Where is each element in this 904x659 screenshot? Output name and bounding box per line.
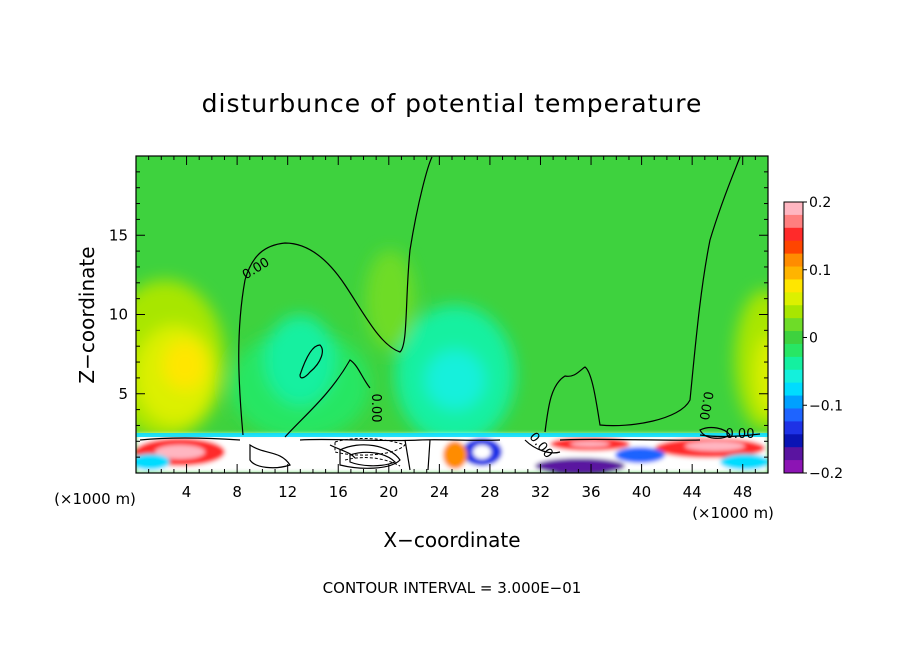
contour-cell-21 [404,439,411,471]
contour-cell-45 [699,426,731,439]
surface-cool-42 [615,447,665,463]
colorbar-tick-label: 0 [809,331,818,347]
surface-band-left-core [155,445,205,459]
contour-dashed [334,437,406,467]
colorbar-swatch [784,460,803,474]
colorbar-swatch [784,253,803,268]
contour-label: 0.00 [368,394,383,423]
surface-cool-34 [535,458,625,473]
x-tick-label: 40 [632,483,651,501]
chart-title: disturbunce of potential temperature [202,89,703,118]
colorbar-swatch [784,266,803,280]
x-tick-label: 36 [581,483,600,501]
colorbar-tick-label: 0.2 [809,195,831,211]
contour-zero-d [544,156,741,433]
plot-field: 0.00 0.00 0.00 0.00 0.00 [136,156,768,473]
surface-warm-46-core [685,441,745,451]
contour-zero-b [284,359,371,438]
contour-neg-a [334,437,406,456]
x-tick-label: 8 [232,483,242,501]
contour-zero-f [524,439,561,454]
colorbar-swatch [784,292,803,306]
colorbar-swatch [784,318,803,332]
surface-band-left-edge [136,454,170,470]
contour-surface-left [139,437,241,441]
colorbar: 0.2 0.1 0 −0.1 −0.2 [783,195,843,482]
colorbar-swatch [784,279,803,293]
field-left-warm-peak [163,340,207,390]
x-axis-unit-right: (×1000 m) [692,504,774,522]
x-tick-label: 28 [480,483,499,501]
x-tick-label: 44 [683,483,702,501]
colorbar-tick-label: 0.1 [809,263,831,279]
colorbar-tick-label: −0.1 [809,398,843,414]
field-mid-warm [365,250,415,350]
contour-interval-note: CONTOUR INTERVAL = 3.000E−01 [323,579,582,597]
x-tick-label: 12 [278,483,297,501]
contour-zero-c [299,344,323,379]
y-tick-label: 15 [109,226,128,244]
contour-zero-a [238,156,433,436]
contour-neg-b [344,457,401,467]
colorbar-swatch [784,305,803,319]
contour-cell-22 [427,439,431,471]
surface-cool-48 [720,454,768,470]
contour-lines [139,156,761,471]
surface-warm-26 [443,441,467,469]
contour-surface-mid [299,438,501,442]
colorbar-swatch [784,356,803,371]
colorbar-swatch [784,240,803,255]
surface-band-top [136,433,768,437]
x-tick-label: 24 [430,483,449,501]
colorbar-swatch [784,408,803,422]
x-tick-label: 16 [329,483,348,501]
colorbar-swatch [784,227,803,242]
contour-label: 0.00 [696,390,716,421]
colorbar-swatch [784,395,803,409]
colorbar-swatch [784,434,803,448]
field-cool-bubble-a [265,315,335,405]
y-tick-label: 5 [118,385,128,403]
x-tick-label: 4 [182,483,192,501]
colorbar-swatch [784,382,803,397]
contour-cell-20a [339,444,401,469]
colorbar-swatch [784,343,803,358]
x-axis: 4 8 12 16 20 24 28 32 36 40 44 48 [148,156,756,501]
contour-surface-right [559,438,701,441]
x-tick-label: 20 [379,483,398,501]
y-axis: 5 10 15 [109,171,768,458]
contour-cell-20b [349,451,397,467]
x-tick-label: 48 [733,483,752,501]
contour-cell-12 [249,443,291,469]
colorbar-swatch [784,214,803,229]
colorbar-swatch [784,202,803,216]
x-tick-label: 32 [531,483,550,501]
colorbar-swatch [784,421,803,435]
colorbar-swatch [784,447,803,461]
contour-label: 0.00 [726,427,755,442]
x-axis-label: X−coordinate [383,528,520,552]
surface-cool-28-core [473,445,491,459]
colorbar-swatch [784,331,803,345]
colorbar-swatch [784,369,803,384]
colorbar-tick-label: −0.2 [809,466,843,482]
x-axis-unit-left: (×1000 m) [54,490,136,508]
field-right-warm-core [755,335,768,415]
contour-cell-14 [329,444,356,459]
y-axis-label: Z−coordinate [75,246,99,383]
surface-warm-36-core [570,441,610,447]
y-tick-label: 10 [109,306,128,324]
field-cool-bubble-c [425,350,485,410]
